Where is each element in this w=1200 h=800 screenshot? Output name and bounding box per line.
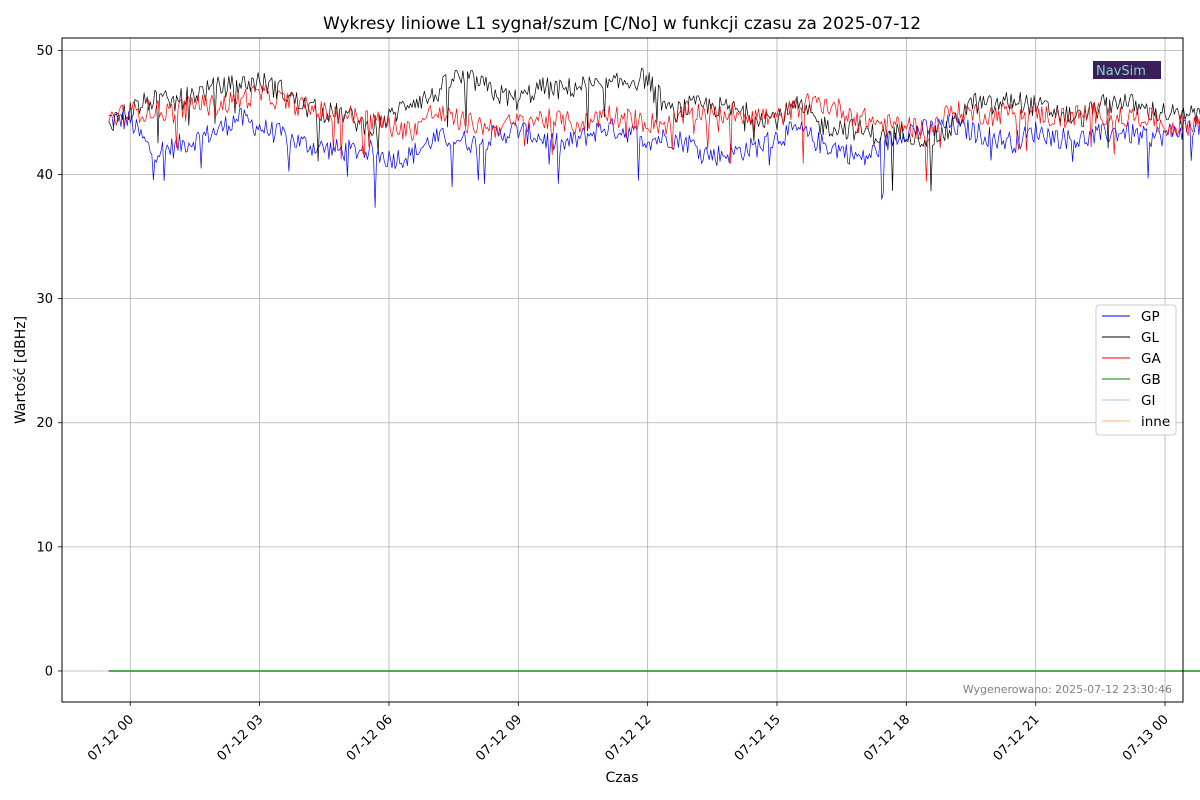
x-tick-label: 07-12 06 [344,712,396,764]
legend-label-GP: GP [1141,309,1160,325]
logo-text: NavSim [1096,64,1146,79]
y-tick-label: 10 [36,540,53,555]
legend-label-GA: GA [1141,351,1161,367]
series-line-GL [108,68,1200,192]
x-axis: 07-12 00 07-12 03 07-12 06 07-12 09 07-12 12… [85,702,1172,764]
y-axis-label: Wartość [dBHz] [13,316,29,424]
series-line-GP [108,107,1200,208]
x-tick-label: 07-13 00 [1120,712,1172,764]
x-tick-label: 07-12 12 [603,712,655,764]
x-axis-label: Czas [606,770,639,786]
series-line-GA [108,84,1200,182]
legend-label-GB: GB [1141,372,1161,388]
x-tick-label: 07-12 03 [215,712,267,764]
x-tick-label: 07-12 09 [473,712,525,764]
x-tick-label: 07-12 15 [732,712,784,764]
y-tick-label: 20 [36,416,53,431]
legend-label-inne: inne [1141,414,1170,430]
legend-label-GL: GL [1141,330,1159,346]
grid [62,38,1183,702]
y-tick-label: 0 [45,664,53,679]
chart-title: Wykresy liniowe L1 sygnał/szum [C/No] w … [323,14,921,34]
x-tick-label: 07-12 00 [85,712,137,764]
y-tick-label: 50 [36,44,53,59]
y-tick-label: 30 [36,292,53,307]
legend: GP GL GA GB GI inne [1095,304,1177,436]
x-tick-label: 07-12 21 [991,712,1043,764]
series-layer [108,68,1200,672]
logo: NavSim [1093,61,1161,79]
legend-label-GI: GI [1141,393,1155,409]
plot-frame [61,37,1184,703]
x-tick-label: 07-12 18 [861,712,913,764]
y-axis: 0 10 20 30 40 50 [36,44,62,679]
y-tick-label: 40 [36,168,53,183]
generated-annotation: Wygenerowano: 2025-07-12 23:30:46 [963,683,1172,696]
